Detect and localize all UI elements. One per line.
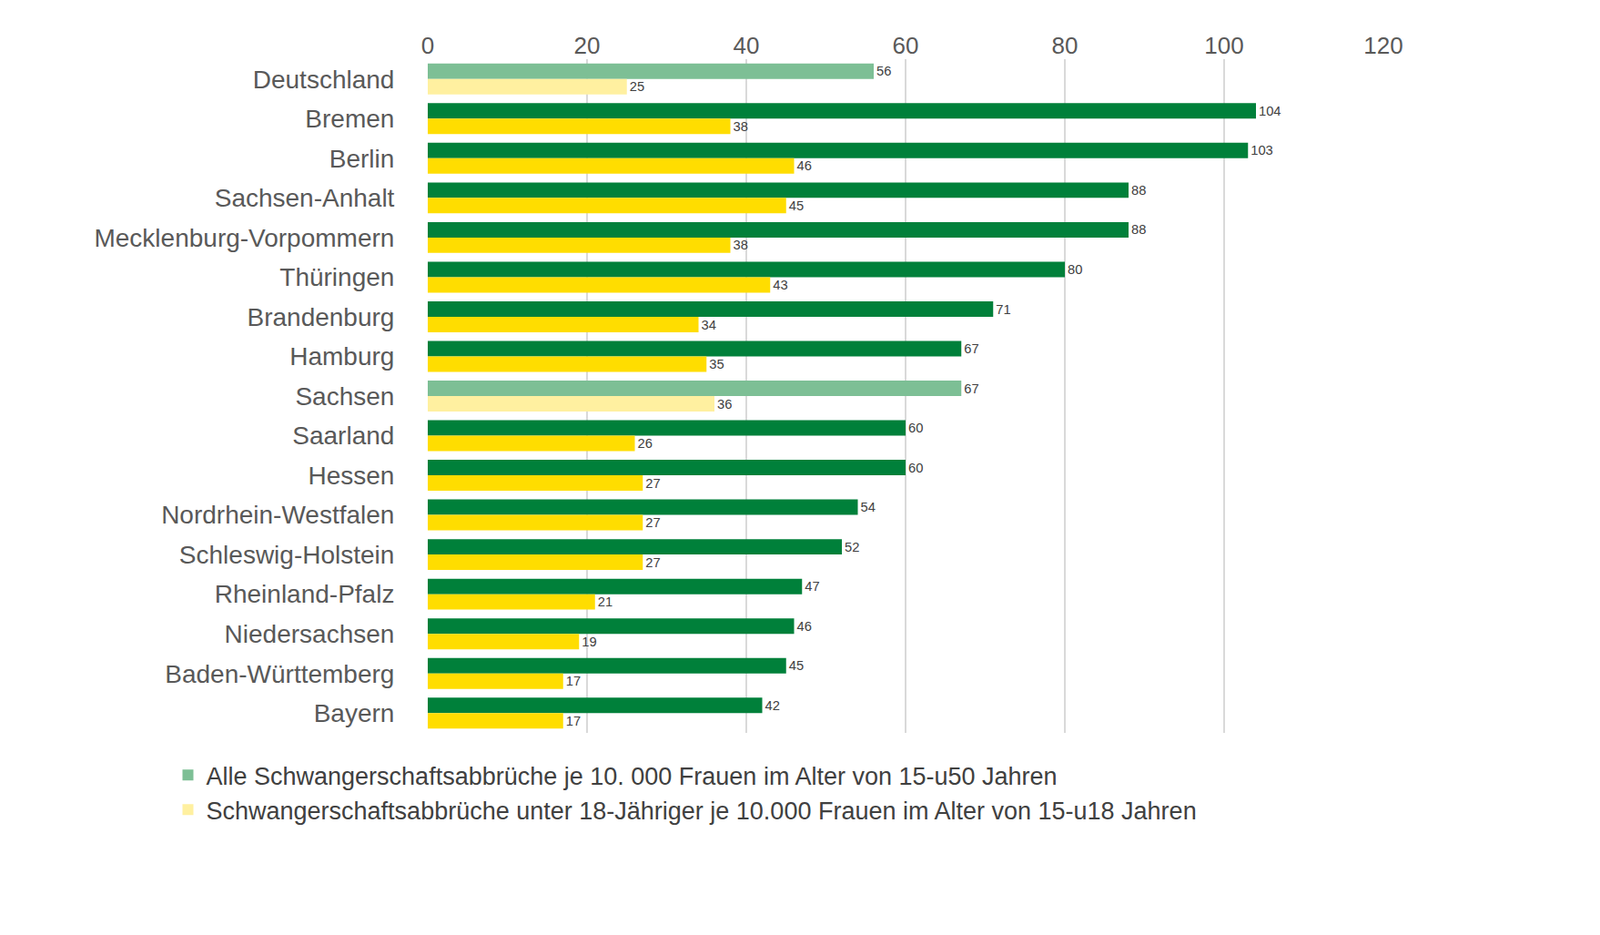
svg-text:34: 34 bbox=[701, 317, 717, 333]
svg-text:Alle Schwangerschaftsabbrüche: Alle Schwangerschaftsabbrüche je 10. 000… bbox=[206, 762, 1058, 790]
svg-text:43: 43 bbox=[772, 277, 788, 293]
svg-text:88: 88 bbox=[1131, 222, 1146, 237]
svg-text:103: 103 bbox=[1250, 142, 1274, 158]
svg-text:20: 20 bbox=[574, 31, 601, 60]
svg-text:104: 104 bbox=[1258, 103, 1282, 119]
svg-text:Nordrhein-Westfalen: Nordrhein-Westfalen bbox=[161, 500, 395, 529]
svg-text:80: 80 bbox=[1052, 31, 1079, 60]
svg-text:56: 56 bbox=[876, 63, 892, 79]
svg-text:Brandenburg: Brandenburg bbox=[246, 303, 395, 332]
svg-text:88: 88 bbox=[1131, 182, 1146, 198]
svg-text:Sachsen: Sachsen bbox=[294, 382, 395, 411]
svg-text:67: 67 bbox=[963, 341, 979, 356]
svg-text:42: 42 bbox=[765, 698, 780, 713]
svg-text:Hessen: Hessen bbox=[307, 461, 395, 490]
svg-text:Mecklenburg-Vorpommern: Mecklenburg-Vorpommern bbox=[93, 223, 395, 253]
svg-text:54: 54 bbox=[860, 499, 876, 515]
svg-text:Schleswig-Holstein: Schleswig-Holstein bbox=[179, 540, 395, 569]
svg-text:Bremen: Bremen bbox=[304, 104, 395, 133]
svg-text:0: 0 bbox=[421, 31, 435, 60]
svg-text:100: 100 bbox=[1204, 31, 1244, 60]
svg-text:38: 38 bbox=[733, 119, 749, 134]
svg-text:67: 67 bbox=[963, 381, 979, 396]
svg-text:26: 26 bbox=[637, 435, 653, 451]
svg-text:19: 19 bbox=[581, 634, 597, 649]
svg-text:45: 45 bbox=[789, 198, 804, 213]
svg-text:27: 27 bbox=[645, 515, 660, 530]
svg-text:40: 40 bbox=[733, 31, 760, 60]
svg-text:Niedersachsen: Niedersachsen bbox=[224, 619, 395, 649]
svg-text:36: 36 bbox=[717, 396, 732, 412]
svg-text:Sachsen-Anhalt: Sachsen-Anhalt bbox=[214, 183, 395, 213]
svg-text:47: 47 bbox=[804, 578, 820, 594]
svg-text:46: 46 bbox=[797, 618, 812, 634]
svg-text:60: 60 bbox=[908, 460, 923, 476]
svg-text:120: 120 bbox=[1363, 31, 1403, 60]
svg-text:60: 60 bbox=[908, 420, 923, 436]
svg-text:38: 38 bbox=[733, 237, 749, 253]
svg-text:71: 71 bbox=[995, 302, 1011, 317]
svg-text:17: 17 bbox=[566, 713, 581, 729]
svg-text:Hamburg: Hamburg bbox=[289, 342, 395, 371]
svg-text:25: 25 bbox=[629, 79, 645, 94]
svg-text:Saarland: Saarland bbox=[292, 421, 395, 450]
svg-text:46: 46 bbox=[797, 158, 812, 173]
svg-text:Rheinland-Pfalz: Rheinland-Pfalz bbox=[214, 579, 395, 608]
svg-text:80: 80 bbox=[1067, 262, 1083, 277]
svg-text:Deutschland: Deutschland bbox=[253, 65, 395, 94]
svg-text:52: 52 bbox=[844, 539, 860, 555]
svg-text:Berlin: Berlin bbox=[329, 144, 395, 173]
svg-text:27: 27 bbox=[645, 555, 660, 570]
svg-text:Thüringen: Thüringen bbox=[279, 263, 395, 292]
svg-text:60: 60 bbox=[892, 31, 920, 60]
svg-text:Schwangerschaftsabbrüche unter: Schwangerschaftsabbrüche unter 18-Jährig… bbox=[206, 797, 1197, 825]
svg-text:Baden-Württemberg: Baden-Württemberg bbox=[164, 659, 395, 689]
svg-text:45: 45 bbox=[789, 658, 804, 673]
svg-text:35: 35 bbox=[708, 356, 724, 372]
svg-text:27: 27 bbox=[645, 475, 660, 491]
svg-text:17: 17 bbox=[566, 673, 581, 689]
svg-text:21: 21 bbox=[597, 594, 613, 609]
svg-text:Bayern: Bayern bbox=[313, 698, 395, 728]
